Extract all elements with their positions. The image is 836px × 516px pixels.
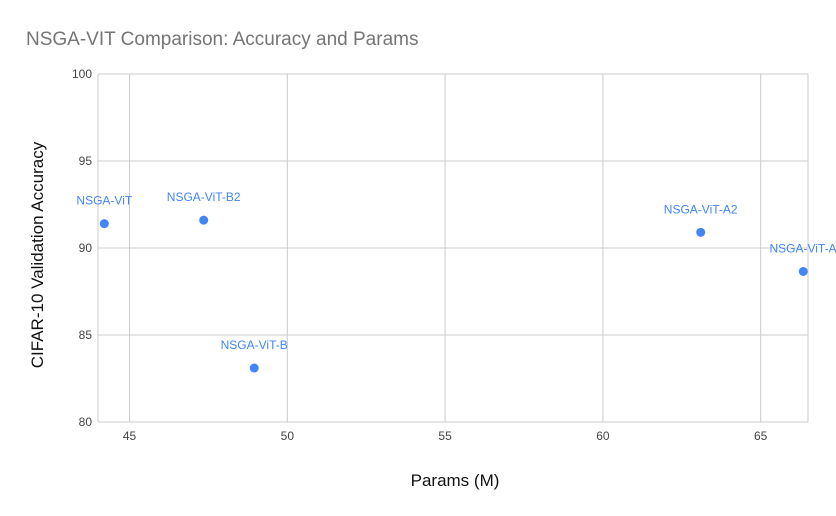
- y-tick-label: 85: [79, 328, 93, 342]
- x-tick-label: 65: [754, 429, 768, 443]
- x-tick-label: 55: [438, 429, 452, 443]
- data-point: [99, 219, 109, 229]
- x-axis-title: Params (M): [411, 471, 500, 490]
- data-point: [696, 227, 706, 237]
- data-point-label: NSGA-ViT-A2: [664, 202, 738, 216]
- y-tick-label: 95: [79, 154, 93, 168]
- data-point-label: NSGA-ViT: [76, 194, 132, 208]
- data-point-label: NSGA-ViT-A: [769, 241, 836, 255]
- chart-title: NSGA-VIT Comparison: Accuracy and Params: [26, 29, 418, 50]
- y-tick-label: 80: [79, 415, 93, 429]
- data-point: [199, 215, 209, 225]
- y-tick-label: 100: [72, 67, 92, 81]
- y-axis-title: CIFAR-10 Validation Accuracy: [28, 141, 47, 368]
- data-point: [798, 266, 808, 276]
- x-tick-label: 50: [281, 429, 295, 443]
- y-tick-label: 90: [79, 241, 93, 255]
- grid: [97, 73, 809, 423]
- data-point-label: NSGA-ViT-B: [221, 338, 288, 352]
- data-point: [249, 363, 259, 373]
- data-points: NSGA-ViT NSGA-ViT-B2 NSGA-ViT-B NSGA-ViT-A2…: [76, 190, 836, 373]
- y-axis-ticks: 80 85 90 95 100: [72, 67, 92, 429]
- x-tick-label: 60: [596, 429, 610, 443]
- x-axis-ticks: 45 50 55 60 65: [123, 429, 768, 443]
- data-point-label: NSGA-ViT-B2: [167, 190, 241, 204]
- x-tick-label: 45: [123, 429, 137, 443]
